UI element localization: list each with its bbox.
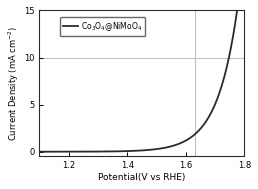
X-axis label: Potential(V vs RHE): Potential(V vs RHE) (98, 173, 186, 182)
Co$_3$O$_4$@NiMoO$_4$ (188, 137, 191, 139)
Co$_3$O$_4$@NiMoO$_4$ (158, 148, 161, 150)
Co$_3$O$_4$@NiMoO$_4$ (50, 151, 53, 153)
Co$_3$O$_4$@NiMoO$_4$ (153, 148, 156, 150)
Y-axis label: Current Density (mA cm$^{-2}$): Current Density (mA cm$^{-2}$) (7, 26, 21, 141)
Co$_3$O$_4$@NiMoO$_4$ (208, 114, 211, 117)
Co$_3$O$_4$@NiMoO$_4$ (236, 9, 239, 12)
Co$_3$O$_4$@NiMoO$_4$ (38, 151, 41, 153)
Co$_3$O$_4$@NiMoO$_4$ (164, 146, 167, 149)
Legend: Co$_3$O$_4$@NiMoO$_4$: Co$_3$O$_4$@NiMoO$_4$ (60, 17, 146, 36)
Line: Co$_3$O$_4$@NiMoO$_4$: Co$_3$O$_4$@NiMoO$_4$ (39, 10, 237, 152)
